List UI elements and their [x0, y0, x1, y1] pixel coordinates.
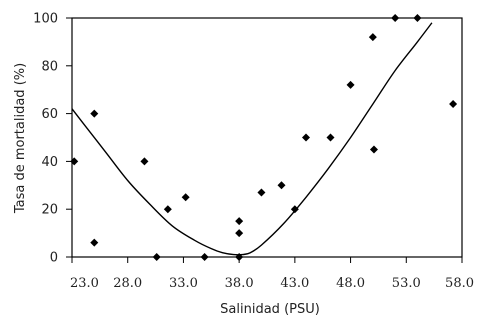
- x-tick-label: 33.0: [169, 276, 198, 291]
- data-point: [369, 145, 378, 154]
- fit-curve: [71, 22, 433, 256]
- data-points: [70, 14, 458, 261]
- data-point: [346, 80, 355, 89]
- x-tick-label: 43.0: [280, 276, 309, 291]
- x-axis-title: Salinidad (PSU): [220, 302, 320, 317]
- data-point: [368, 33, 377, 42]
- data-point: [391, 14, 400, 22]
- x-tick-label: 53.0: [392, 276, 421, 291]
- y-axis-title: Tasa de mortalidad (%): [13, 63, 28, 214]
- data-point: [257, 188, 266, 197]
- y-axis: 0 20 40 60 80 100: [33, 12, 72, 266]
- y-tick-label: 0: [50, 251, 58, 266]
- x-tick-label: 58.0: [445, 276, 474, 291]
- data-point: [200, 253, 209, 261]
- x-tick-label: 48.0: [336, 276, 365, 291]
- y-tick-label: 40: [41, 155, 58, 170]
- data-point: [235, 217, 244, 226]
- data-point: [152, 253, 161, 261]
- y-tick-label: 100: [33, 12, 58, 27]
- data-point: [235, 229, 244, 238]
- data-point: [163, 205, 172, 214]
- data-point: [326, 133, 335, 142]
- data-point: [277, 181, 286, 190]
- x-tick-label: 23.0: [70, 276, 99, 291]
- y-tick-label: 60: [41, 107, 58, 122]
- plot-area: 0 20 40 60 80 100 23.0 28.0 33.0 38.0 43.0 48.0 53.…: [33, 12, 474, 292]
- data-point: [302, 133, 310, 142]
- data-point: [181, 193, 190, 202]
- data-point: [449, 100, 458, 109]
- y-tick-label: 80: [41, 59, 58, 74]
- data-point: [140, 157, 149, 166]
- data-point: [90, 109, 99, 118]
- x-tick-label: 38.0: [225, 276, 254, 291]
- x-axis: 23.0 28.0 33.0 38.0 43.0 48.0 53.0 58.0: [70, 257, 474, 291]
- data-point: [290, 205, 299, 214]
- data-point: [235, 253, 244, 261]
- y-tick-label: 20: [41, 203, 58, 218]
- plot-frame: [71, 17, 463, 258]
- data-point: [70, 157, 79, 166]
- x-tick-label: 28.0: [113, 276, 142, 291]
- data-point: [413, 14, 422, 22]
- data-point: [90, 238, 99, 247]
